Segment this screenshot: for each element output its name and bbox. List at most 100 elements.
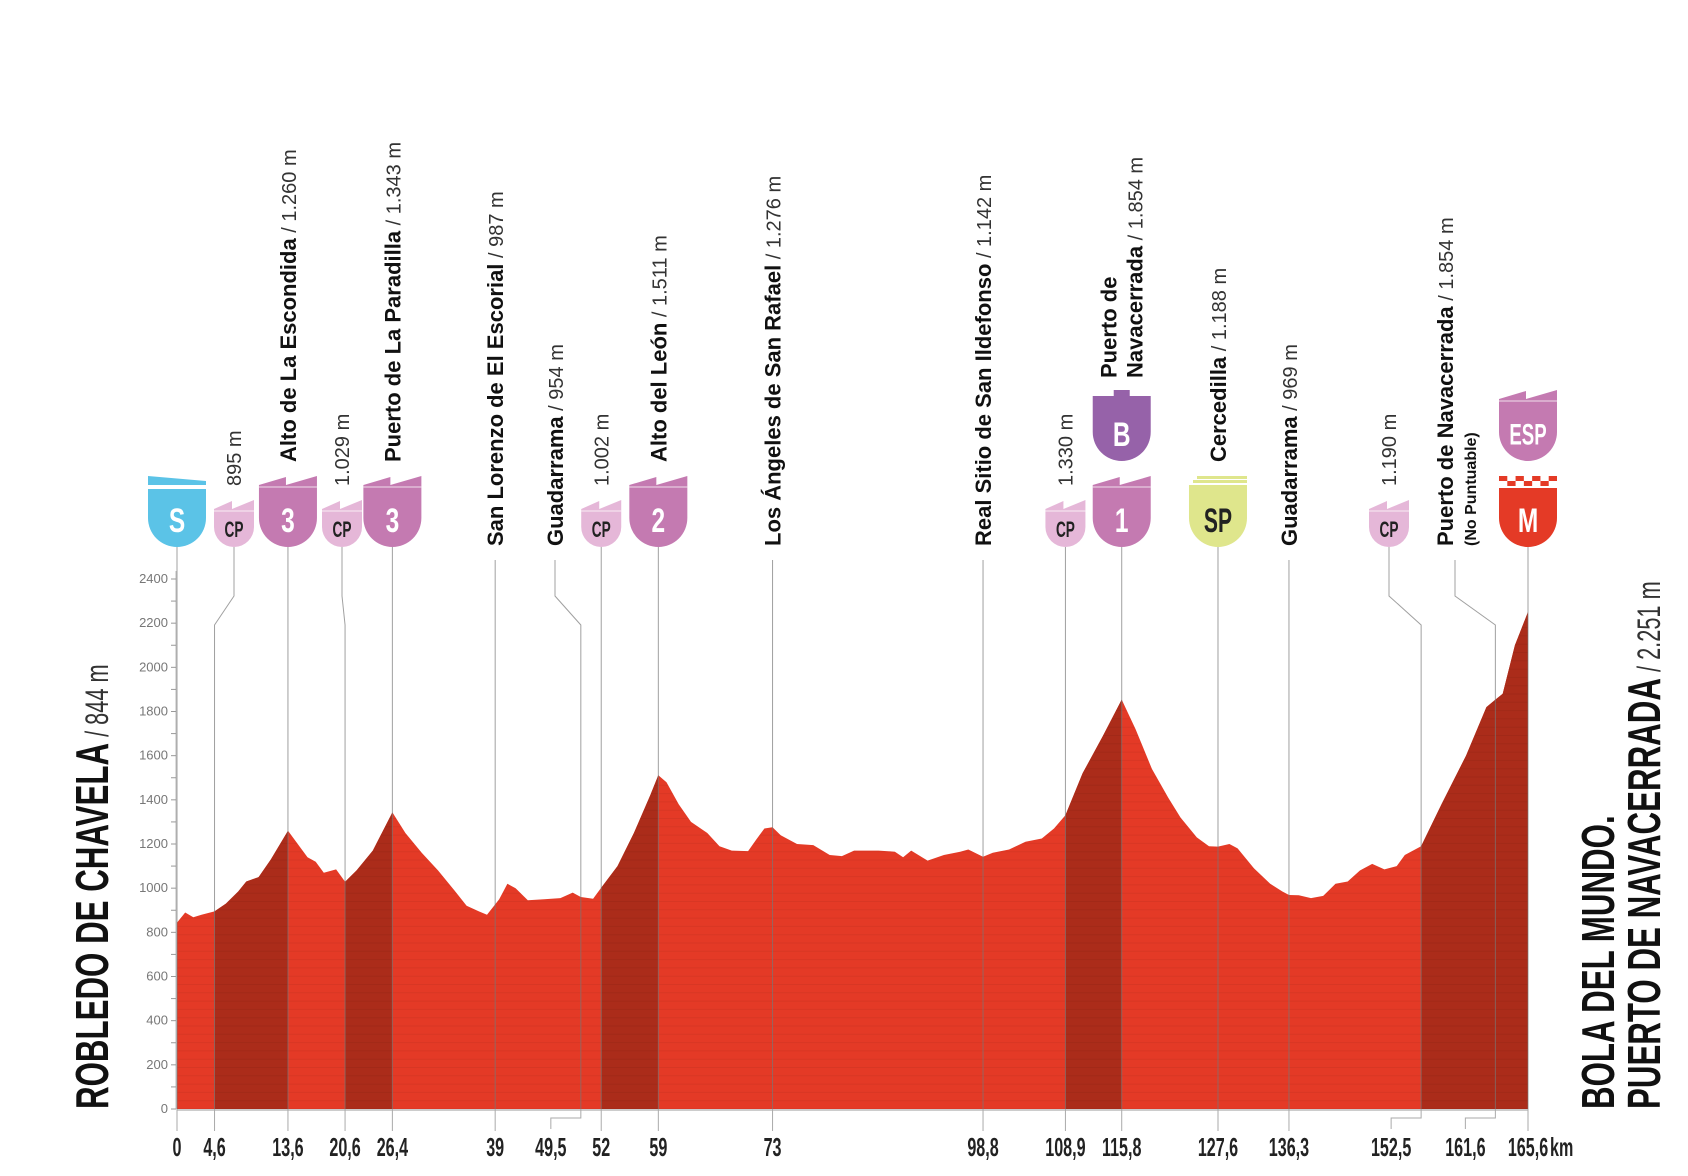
- start-flag: [148, 476, 206, 485]
- badge-body: [1092, 476, 1151, 547]
- checker: [1540, 481, 1549, 486]
- marker-name: Real Sitio de San Ildefonso: [971, 264, 996, 546]
- y-tick-label: 0: [161, 1101, 168, 1116]
- badge-body: [258, 476, 317, 547]
- marker-label: Guadarrama / 954 m: [543, 344, 568, 546]
- marker-name: Guadarrama: [543, 416, 568, 546]
- marker-name: San Lorenzo de El Escorial: [483, 264, 508, 546]
- marker-elevation: / 1.343 m: [383, 142, 405, 231]
- marker-note: (No Puntuable): [1463, 432, 1480, 546]
- marker-label: Cercedilla / 1.188 m: [1206, 268, 1231, 462]
- km-tick-label: 59: [649, 1132, 667, 1162]
- badge-label: CP: [1380, 516, 1399, 541]
- marker-label: Alto del León / 1.511 m: [646, 235, 671, 462]
- km-tick-label: 165,6: [1508, 1132, 1548, 1162]
- km-tick-label: 127,6: [1198, 1132, 1238, 1162]
- badge-body: [1499, 488, 1557, 547]
- start-elevation: / 844 m: [79, 664, 115, 743]
- marker-elevation: / 1.854 m: [1126, 157, 1148, 246]
- marker-name-line1: Puerto de: [1097, 277, 1122, 378]
- marker-elevation: 895 m: [224, 430, 246, 486]
- km-tick-label: 136,3: [1269, 1132, 1309, 1162]
- km-tick-label: 26,4: [377, 1132, 408, 1162]
- y-tick-label: 200: [146, 1057, 168, 1072]
- marker-note-label: (No Puntuable): [1463, 432, 1480, 546]
- y-tick-label: 400: [146, 1013, 168, 1028]
- badge-cp-icon: CP: [214, 500, 254, 547]
- marker-elevation: / 1.142 m: [974, 175, 996, 264]
- badge-body: [1045, 500, 1086, 547]
- marker-label: Alto de La Escondida / 1.260 m: [276, 149, 301, 462]
- badge-body: [322, 500, 362, 547]
- marker-elevation-label: 1.190 m: [1379, 414, 1401, 486]
- marker-label: Navacerrada / 1.854 m: [1123, 157, 1148, 378]
- badge-label: CP: [225, 516, 244, 541]
- km-bracket: [1390, 1109, 1422, 1129]
- marker-elevation: / 1.854 m: [1436, 217, 1458, 306]
- checker: [1507, 481, 1516, 486]
- y-tick-label: 1000: [139, 880, 168, 895]
- badge-label: 2: [652, 502, 666, 540]
- checker: [1548, 476, 1557, 481]
- badge-label: ESP: [1509, 418, 1546, 452]
- marker-elevation: / 987 m: [486, 191, 508, 263]
- marker-name: Alto de La Escondida: [276, 238, 301, 462]
- marker-elevation: 1.330 m: [1056, 414, 1078, 486]
- badge-cp-icon: CP: [581, 500, 622, 547]
- finish-label-line1: BOLA DEL MUNDO.: [1573, 815, 1624, 1109]
- marker-elevation: 1.002 m: [591, 414, 613, 486]
- badge-body: [214, 500, 254, 547]
- finish-line2: PUERTO DE NAVACERRADA: [1619, 678, 1670, 1109]
- marker-elevation: 1.029 m: [332, 414, 354, 486]
- marker-name: Guadarrama: [1277, 416, 1302, 546]
- badge-body: [148, 489, 206, 547]
- badge-body: [1188, 485, 1247, 547]
- marker-name: Los Ángeles de San Rafael: [760, 265, 785, 546]
- km-tick-label: 0: [173, 1132, 182, 1162]
- start-finish-labels: ROBLEDO DE CHAVELA / 844 m BOLA DEL MUNDO…: [67, 581, 1670, 1109]
- badge-label: B: [1113, 416, 1131, 454]
- badge-cp-icon: CP: [322, 500, 362, 547]
- marker-elevation: / 1.260 m: [279, 149, 301, 238]
- marker-elevation: / 969 m: [1280, 344, 1302, 416]
- y-tick-label: 1400: [139, 792, 168, 807]
- y-tick-label: 2400: [139, 571, 168, 586]
- badge-label: CP: [592, 516, 611, 541]
- badge-label: CP: [1056, 516, 1075, 541]
- badge-stack: [1196, 476, 1247, 479]
- km-tick-label: 13,6: [272, 1132, 303, 1162]
- marker-elevation: / 1.511 m: [649, 235, 671, 322]
- km-tick-label: 39: [486, 1132, 504, 1162]
- km-tick-label: 4,6: [203, 1132, 225, 1162]
- marker-label: Puerto de La Paradilla / 1.343 m: [380, 142, 405, 462]
- marker-elevation: / 1.276 m: [763, 176, 785, 265]
- km-tick-label: 20,6: [329, 1132, 360, 1162]
- climb-segment: [214, 611, 288, 1109]
- checker: [1499, 476, 1508, 481]
- km-bracket: [1464, 1109, 1496, 1129]
- marker-badges: S CP 3 CP 3 CP 2 CP 1 B SP CP M ESP: [148, 390, 1557, 547]
- marker-elevation-label: 895 m: [224, 430, 246, 486]
- badge-m-icon: M: [1499, 476, 1557, 547]
- finish-line1: BOLA DEL MUNDO.: [1573, 815, 1624, 1109]
- badge-cp-icon: CP: [1369, 500, 1409, 547]
- badge-sp-icon: SP: [1188, 476, 1247, 547]
- y-tick-label: 1800: [139, 704, 168, 719]
- checker: [1532, 476, 1541, 481]
- badge-3-icon: 3: [258, 476, 317, 547]
- y-axis: 0 200 400 600 800 1000 1200 1400 1600 1800 2000 220…: [139, 571, 177, 1116]
- start-town: ROBLEDO DE CHAVELA: [67, 743, 118, 1109]
- y-tick-label: 600: [146, 969, 168, 984]
- marker-elevation: / 1.188 m: [1209, 268, 1231, 357]
- x-axis: 0 4,6 13,6 20,6 26,4 39 49,5 52 59 73 98,8 108,9 115…: [173, 1109, 1573, 1162]
- y-tick-label: 800: [146, 924, 168, 939]
- badge-body: [629, 476, 688, 547]
- badge-3-icon: 3: [363, 476, 422, 547]
- finish-elevation: / 2.251 m: [1631, 581, 1667, 678]
- marker-name: Puerto de La Paradilla: [380, 230, 405, 462]
- badge-stack: [1192, 480, 1247, 483]
- km-tick-label: 52: [592, 1132, 610, 1162]
- marker-label: Puerto de: [1097, 277, 1122, 378]
- km-bracket: [550, 1109, 582, 1129]
- badge-1-icon: 1: [1092, 476, 1151, 547]
